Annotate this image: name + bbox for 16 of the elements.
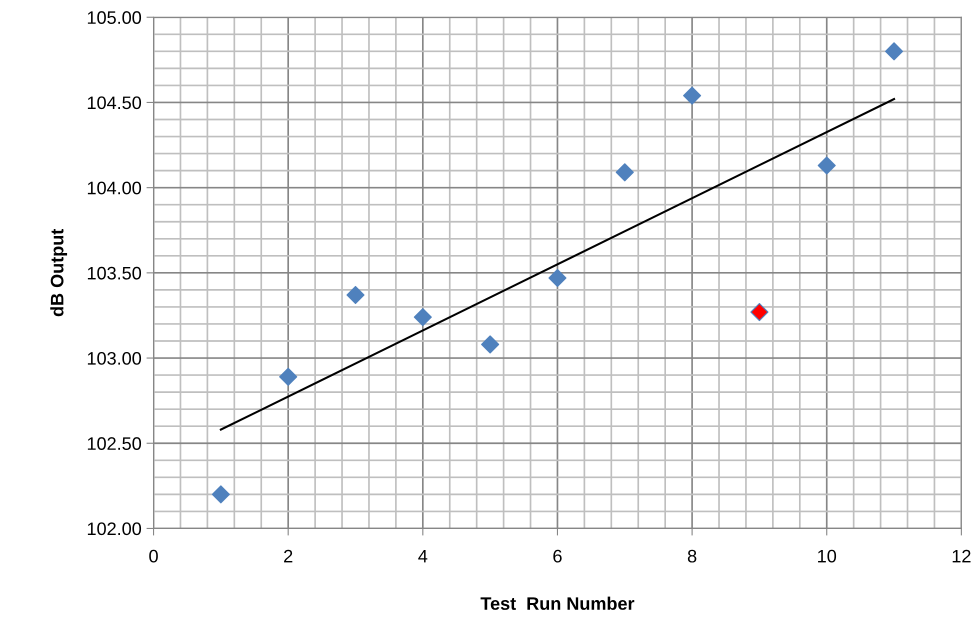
x-tick-label: 0 (149, 550, 158, 563)
x-tick-label: 10 (818, 550, 836, 563)
y-tick-label: 102.50 (88, 437, 142, 450)
x-tick-label: 6 (553, 550, 562, 563)
y-axis-title: dB Output (50, 228, 68, 316)
y-tick-label: 103.00 (88, 352, 142, 365)
y-tick-label: 104.50 (88, 96, 142, 110)
x-tick-label: 2 (284, 550, 292, 562)
x-tick-label: 12 (952, 550, 971, 562)
y-tick-label: 103.50 (88, 266, 142, 280)
x-axis-title: Test Run Number (480, 596, 634, 610)
y-tick-label: 102.00 (88, 522, 142, 536)
x-tick-label: 4 (418, 550, 428, 562)
y-tick-label: 104.00 (88, 182, 142, 194)
y-tick-label: 105.00 (88, 11, 142, 24)
x-tick-label: 8 (688, 550, 696, 563)
